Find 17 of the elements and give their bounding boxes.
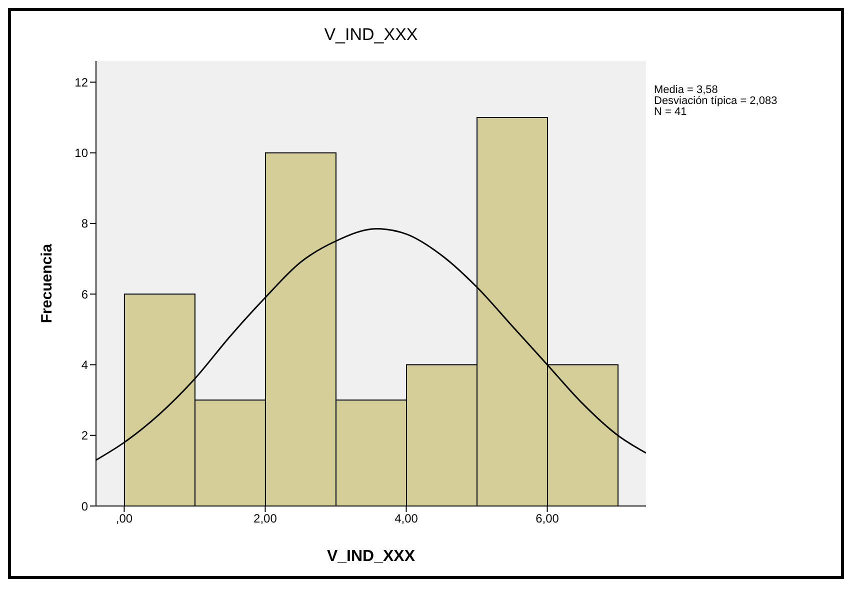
y-tick-label: 0 <box>81 499 88 514</box>
x-axis-title: V_IND_XXX <box>326 548 416 565</box>
x-tick-label: 2,00 <box>254 512 278 526</box>
chart-title: V_IND_XXX <box>323 25 419 45</box>
y-tick-label: 8 <box>81 216 88 231</box>
x-tick-label: 4,00 <box>394 512 418 526</box>
x-tick-label: ,00 <box>116 512 133 526</box>
text: N = 41 <box>654 106 688 118</box>
y-axis-title: Frecuencia <box>38 243 56 324</box>
y-tick-label: 2 <box>81 428 88 443</box>
y-tick-label: 12 <box>74 75 88 90</box>
y-tick-label: 6 <box>81 287 88 302</box>
text: Desviación típica = 2,083 <box>654 95 778 107</box>
x-tick-label: 6,00 <box>536 512 560 526</box>
y-tick-label: 4 <box>81 358 88 372</box>
text: Media = 3,58 <box>654 84 718 96</box>
y-tick-label: 10 <box>74 146 88 160</box>
